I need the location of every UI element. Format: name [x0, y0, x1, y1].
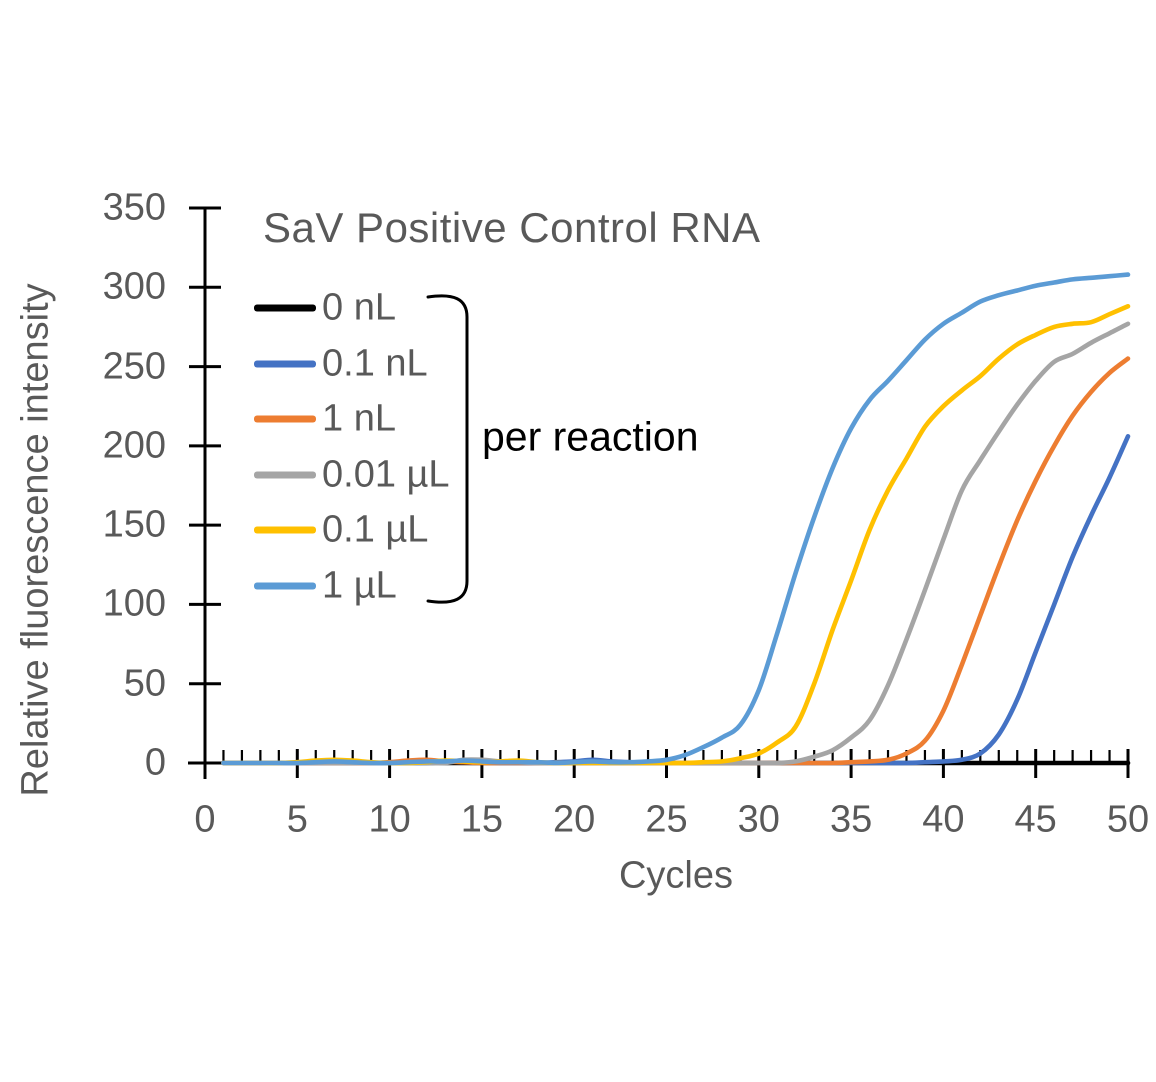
legend-label: 1 nL [322, 397, 396, 440]
x-tick-label: 50 [1106, 798, 1150, 841]
x-tick-label: 10 [368, 798, 411, 841]
legend-bracket [426, 294, 469, 604]
y-tick-label: 250 [102, 345, 166, 388]
y-axis-title: Relative fluorescence intensity [14, 283, 57, 797]
x-tick-label: 15 [460, 798, 504, 841]
x-tick-label: 20 [553, 798, 596, 841]
series-curve-1-l [221, 272, 1131, 766]
legend-swatch [254, 471, 316, 479]
legend-swatch [254, 582, 316, 590]
legend-label: 1 µL [322, 564, 397, 607]
x-axis-title: Cycles [618, 854, 734, 897]
legend-swatch [254, 304, 316, 312]
x-tick-label: 35 [829, 798, 873, 841]
legend-swatch [254, 360, 316, 368]
y-tick-label: 350 [102, 186, 166, 229]
legend-label: 0.1 µL [322, 508, 429, 551]
y-tick-label: 100 [102, 582, 166, 625]
legend-swatch [254, 526, 316, 534]
y-tick-label: 300 [102, 265, 166, 308]
legend-label: 0 nL [322, 286, 396, 329]
y-tick-label: 200 [102, 424, 166, 467]
chart-title: SaV Positive Control RNA [263, 204, 761, 251]
legend-note: per reaction [482, 413, 699, 460]
legend-swatch [254, 415, 316, 423]
legend-label: 0.1 nL [322, 342, 428, 385]
y-tick-label: 0 [144, 741, 166, 784]
x-tick-label: 5 [286, 798, 308, 841]
y-tick-label: 150 [102, 503, 166, 546]
x-tick-label: 25 [645, 798, 688, 841]
x-tick-label: 45 [1014, 798, 1057, 841]
x-tick-label: 40 [922, 798, 965, 841]
legend-label: 0.01 µL [322, 453, 450, 496]
x-tick-label: 0 [194, 798, 216, 841]
y-tick-label: 50 [123, 662, 166, 705]
x-tick-label: 30 [737, 798, 780, 841]
